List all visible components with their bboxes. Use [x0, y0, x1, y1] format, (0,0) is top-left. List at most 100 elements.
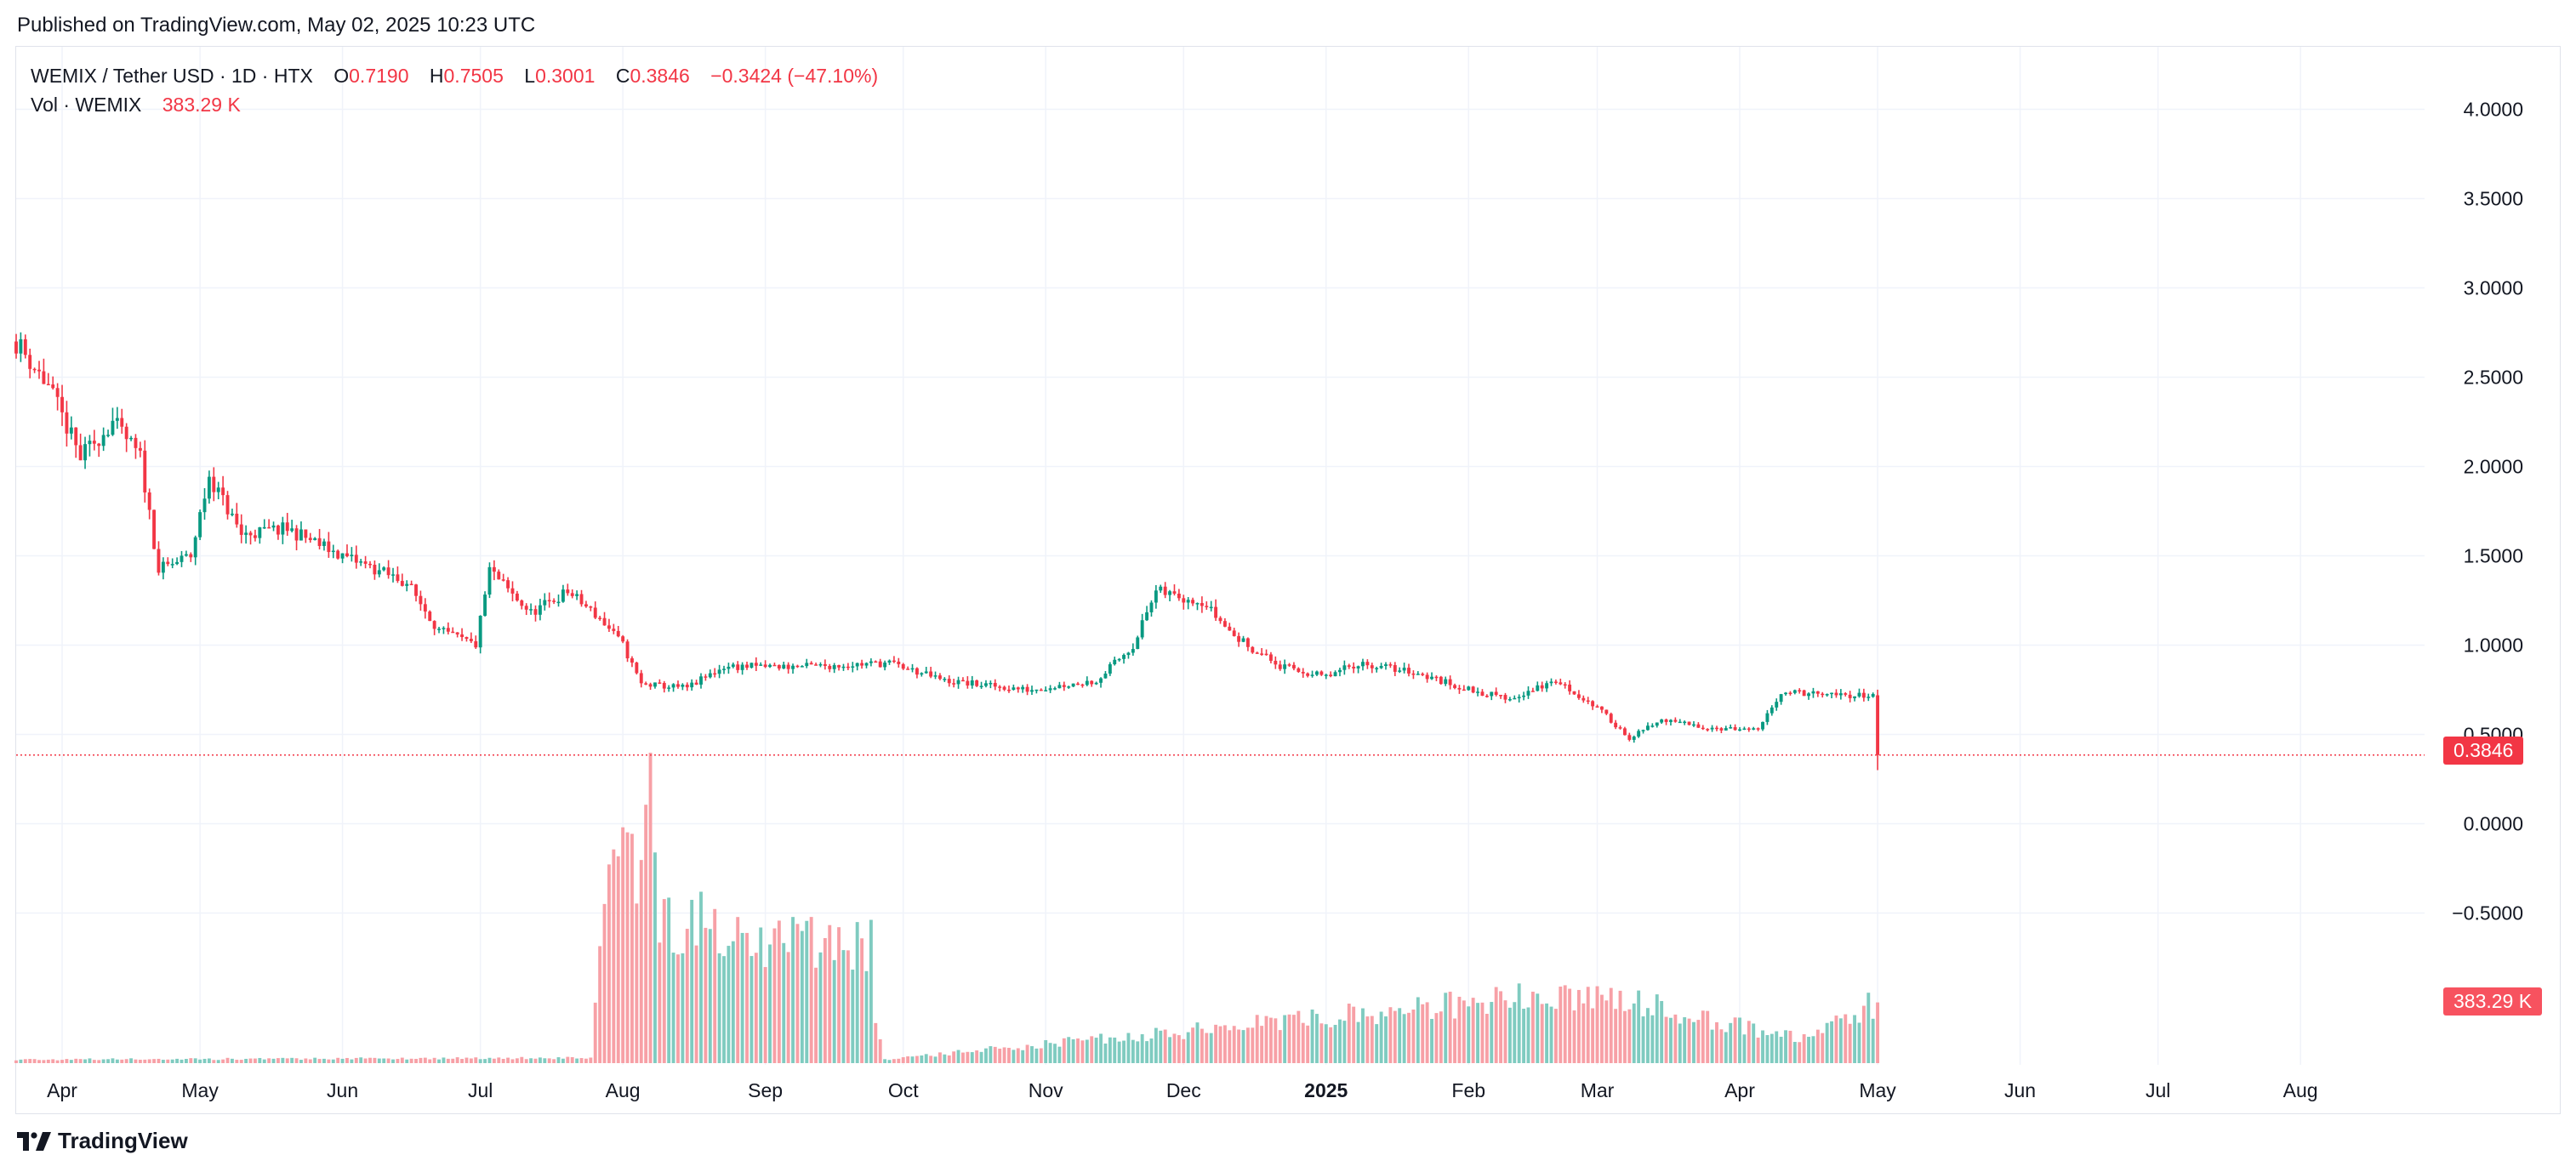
volume-bar [1609, 987, 1613, 1063]
candle-body [814, 664, 818, 666]
volume-bar [1848, 1023, 1852, 1063]
volume-bar [478, 1059, 482, 1063]
candle-body [727, 666, 731, 669]
volume-bar [1062, 1038, 1066, 1063]
candle-body [1838, 693, 1843, 696]
volume-bar [345, 1057, 349, 1063]
candle-body [602, 617, 607, 626]
volume-bar [28, 1059, 32, 1063]
volume-bar [529, 1058, 533, 1063]
candle-body [1660, 719, 1664, 723]
volume-bar [694, 945, 698, 1063]
candle-body [1268, 654, 1273, 661]
candle-body [878, 661, 882, 668]
candle-body [956, 680, 960, 685]
volume-bar [570, 1056, 574, 1063]
volume-bar [1664, 1016, 1668, 1063]
volume-bar [841, 950, 846, 1063]
x-tick-label: Mar [1581, 1079, 1615, 1101]
volume-bar [1553, 1009, 1558, 1063]
candle-body [1287, 664, 1291, 666]
candle-body [1264, 653, 1268, 656]
chart-frame[interactable] [15, 46, 2561, 1114]
tradingview-brand[interactable]: TradingView [17, 1128, 188, 1154]
candle-body [832, 665, 836, 669]
volume-bar [1186, 1032, 1190, 1063]
volume-bar [138, 1059, 142, 1063]
candle-body [120, 418, 124, 427]
candle-body [1329, 674, 1333, 677]
volume-bar [115, 1059, 119, 1063]
close-label: C [615, 65, 630, 87]
candle-body [1530, 691, 1535, 692]
candle-body [464, 637, 469, 640]
candle-body [373, 565, 377, 575]
volume-bar [271, 1058, 276, 1063]
volume-bar [681, 953, 685, 1063]
candle-body [1297, 668, 1301, 672]
volume-bar [1122, 1040, 1126, 1063]
x-tick-label: Apr [1724, 1079, 1755, 1101]
candle-body [147, 492, 151, 510]
volume-bar [1301, 1022, 1305, 1063]
candle-body [230, 513, 234, 515]
candle-body [1113, 659, 1117, 665]
volume-bar [1324, 1024, 1328, 1063]
high-value: 0.7505 [443, 65, 504, 87]
volume-bar [809, 917, 813, 1063]
candle-body [846, 666, 850, 668]
candle-body [202, 498, 207, 513]
volume-bar [1126, 1033, 1131, 1063]
candle-body [662, 683, 666, 689]
candle-body [749, 663, 754, 668]
candle-body [363, 561, 368, 564]
volume-bar [1788, 1030, 1792, 1063]
volume-bar [547, 1058, 551, 1063]
candle-body [193, 537, 197, 558]
candle-body [1646, 725, 1650, 731]
volume-bar [1329, 1027, 1333, 1063]
candle-body [451, 631, 455, 634]
candle-body [1673, 720, 1678, 722]
volume-bar [1582, 1003, 1586, 1063]
candle-body [396, 574, 400, 582]
candle-body [1108, 664, 1112, 674]
x-tick-label: Apr [47, 1079, 77, 1101]
candle-body [1186, 600, 1190, 603]
candle-body [1604, 709, 1609, 714]
candle-body [304, 529, 308, 538]
volume-bar [1291, 1015, 1296, 1063]
volume-bar [483, 1059, 487, 1063]
volume-bar [1245, 1027, 1250, 1063]
candle-body [1724, 728, 1728, 731]
volume-bar [1021, 1050, 1025, 1063]
volume-label[interactable]: Vol · WEMIX [31, 94, 142, 116]
candle-body [690, 682, 694, 688]
candle-body [1576, 694, 1581, 698]
volume-bar [1480, 1002, 1485, 1063]
volume-bar [1530, 991, 1535, 1063]
volume-bar [1356, 1021, 1360, 1063]
volume-bar [189, 1058, 193, 1063]
symbol-label[interactable]: WEMIX / Tether USD · 1D · HTX [31, 65, 313, 87]
candle-body [469, 639, 473, 641]
candle-body [1361, 662, 1365, 667]
volume-bar [658, 942, 662, 1063]
volume-bar [281, 1057, 285, 1063]
candle-body [1526, 691, 1530, 696]
volume-bar [1618, 990, 1622, 1063]
candle-body [1857, 692, 1861, 697]
volume-bar [961, 1052, 965, 1063]
volume-bar [120, 1059, 124, 1063]
candle-body [901, 663, 905, 669]
candle-body [975, 680, 979, 686]
candle-body [478, 616, 482, 648]
volume-bar [1048, 1043, 1052, 1063]
volume-bar [1310, 1009, 1314, 1063]
candle-body [1172, 591, 1177, 595]
volume-bar [1172, 1033, 1177, 1063]
candle-body [506, 580, 510, 589]
candle-body [598, 617, 602, 619]
volume-bar [1094, 1038, 1098, 1063]
